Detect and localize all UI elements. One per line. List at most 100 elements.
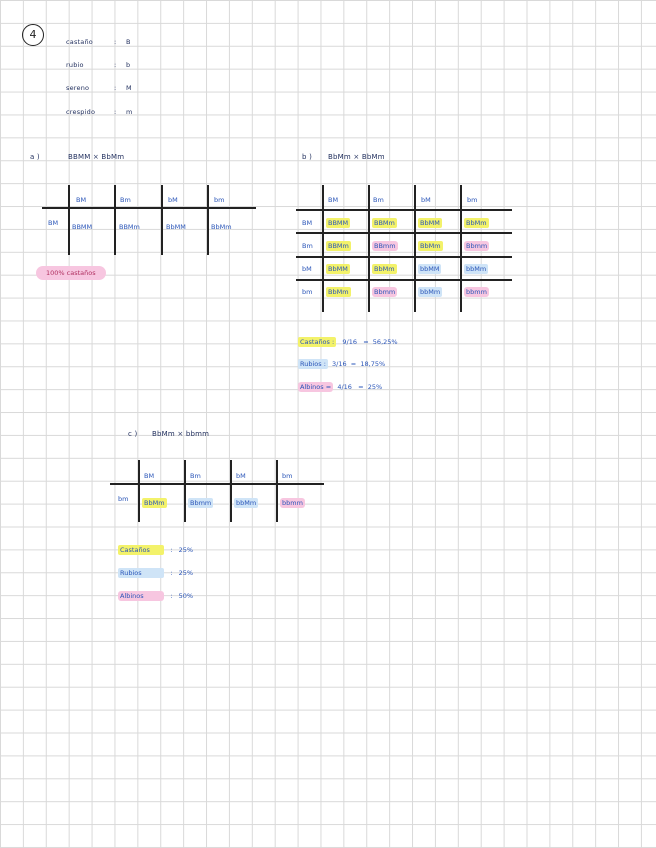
gamete-header: bM bbox=[168, 196, 178, 204]
genotype-cell: BBMM bbox=[326, 218, 351, 228]
key-sep: : bbox=[114, 84, 117, 92]
key-trait: crespido bbox=[66, 108, 96, 116]
gamete-header: bm bbox=[467, 196, 478, 204]
result-eq: = bbox=[363, 338, 369, 346]
genotype-cell: bbmm bbox=[464, 287, 489, 297]
grid-line bbox=[460, 185, 462, 312]
grid-line bbox=[296, 209, 512, 211]
result-label: Castaños bbox=[118, 545, 164, 555]
result-label: Albinos bbox=[118, 591, 164, 601]
genotype-cell: BbMM bbox=[166, 223, 186, 231]
result-percent: 18,75% bbox=[360, 360, 386, 368]
grid-line bbox=[42, 207, 256, 209]
result-b-row: Castaños : 9/16 = 56,25% bbox=[298, 337, 398, 347]
gamete-header: BM bbox=[302, 219, 313, 227]
gamete-header: bM bbox=[302, 265, 312, 273]
gamete-header: BM bbox=[76, 196, 87, 204]
genotype-cell: Bbmm bbox=[188, 498, 214, 508]
genotype-cell: Bbmm bbox=[464, 241, 490, 251]
result-label: Rubios bbox=[118, 568, 164, 578]
part-b-cross: BbMm × BbMm bbox=[328, 153, 385, 161]
genotype-cell: bbMm bbox=[234, 498, 259, 508]
genotype-cell: BbMm bbox=[326, 287, 351, 297]
result-b-row: Rubios : 3/16 = 18,75% bbox=[298, 359, 386, 369]
genotype-cell: BbMm bbox=[464, 218, 489, 228]
key-allele: B bbox=[126, 38, 131, 46]
key-allele: m bbox=[126, 108, 133, 116]
result-percent: 25% bbox=[367, 383, 383, 391]
gamete-header: bM bbox=[421, 196, 431, 204]
result-sep: : bbox=[170, 546, 173, 554]
gamete-header: Bm bbox=[120, 196, 131, 204]
grid-line bbox=[296, 279, 512, 281]
result-fraction: 4/16 bbox=[337, 383, 352, 391]
key-allele: M bbox=[126, 84, 132, 92]
genotype-cell: bbmm bbox=[280, 498, 305, 508]
part-c-cross: BbMm × bbmm bbox=[152, 430, 210, 438]
grid-line bbox=[322, 185, 324, 312]
result-label: Rubios : bbox=[298, 359, 328, 369]
key-allele: b bbox=[126, 61, 131, 69]
key-sep: : bbox=[114, 61, 117, 69]
grid-line bbox=[296, 256, 512, 258]
genotype-cell: BbMM bbox=[326, 264, 350, 274]
gamete-header: bm bbox=[214, 196, 225, 204]
grid-line bbox=[68, 185, 70, 255]
grid-line bbox=[114, 185, 116, 255]
grid-line bbox=[296, 232, 512, 234]
key-row-4: crespido: m bbox=[66, 108, 133, 116]
genotype-cell: BbMm bbox=[372, 264, 397, 274]
genotype-cell: BBMm bbox=[119, 223, 140, 231]
genotype-cell: BBmm bbox=[372, 241, 398, 251]
result-a-badge: 100% castaños bbox=[36, 266, 106, 280]
result-label: Castaños : bbox=[298, 337, 337, 347]
gamete-header: bM bbox=[236, 472, 246, 480]
genotype-cell: BBMm bbox=[372, 218, 397, 228]
part-c-label: c ) bbox=[128, 430, 138, 438]
result-percent: 56,25% bbox=[372, 338, 398, 346]
grid-line bbox=[138, 460, 140, 522]
key-sep: : bbox=[114, 38, 117, 46]
genotype-cell: Bbmm bbox=[372, 287, 398, 297]
result-sep: : bbox=[170, 569, 173, 577]
result-label: Albinos = bbox=[298, 382, 334, 392]
result-eq: = bbox=[350, 360, 357, 368]
key-row-3: sereno: M bbox=[66, 84, 132, 92]
grid-line bbox=[230, 460, 232, 522]
gamete-header: bm bbox=[282, 472, 293, 480]
gamete-header: Bm bbox=[373, 196, 384, 204]
result-percent: 50% bbox=[178, 592, 194, 600]
key-row-2: rubio: b bbox=[66, 61, 130, 69]
part-b-label: b ) bbox=[302, 153, 312, 161]
genotype-cell: BbMM bbox=[418, 218, 442, 228]
grid-line bbox=[184, 460, 186, 522]
result-c-row: Albinos : 50% bbox=[118, 591, 193, 601]
grid-line bbox=[414, 185, 416, 312]
grid-line bbox=[276, 460, 278, 522]
result-fraction: 3/16 bbox=[332, 360, 347, 368]
gamete-header: bm bbox=[302, 288, 313, 296]
genotype-cell: bbMM bbox=[418, 264, 442, 274]
genotype-cell: BbMm bbox=[418, 241, 443, 251]
gamete-header: bm bbox=[118, 495, 129, 503]
grid-line bbox=[161, 185, 163, 255]
exercise-number: 4 bbox=[22, 24, 44, 46]
genotype-cell: BbMm bbox=[142, 498, 167, 508]
gamete-header: BM bbox=[144, 472, 155, 480]
genotype-cell: BBMm bbox=[326, 241, 351, 251]
key-trait: sereno bbox=[66, 84, 90, 92]
key-trait: rubio bbox=[66, 61, 84, 69]
gamete-header: BM bbox=[48, 219, 59, 227]
grid-line bbox=[110, 483, 324, 485]
result-eq: = bbox=[358, 383, 364, 391]
gamete-header: Bm bbox=[302, 242, 313, 250]
key-sep: : bbox=[114, 108, 117, 116]
result-percent: 25% bbox=[178, 569, 194, 577]
grid-line bbox=[207, 185, 209, 255]
gamete-header: Bm bbox=[190, 472, 201, 480]
grid-line bbox=[368, 185, 370, 312]
genotype-cell: BBMM bbox=[72, 223, 93, 231]
result-b-row: Albinos = 4/16 = 25% bbox=[298, 382, 383, 392]
result-percent: 25% bbox=[178, 546, 194, 554]
genotype-cell: BbMm bbox=[211, 223, 232, 231]
